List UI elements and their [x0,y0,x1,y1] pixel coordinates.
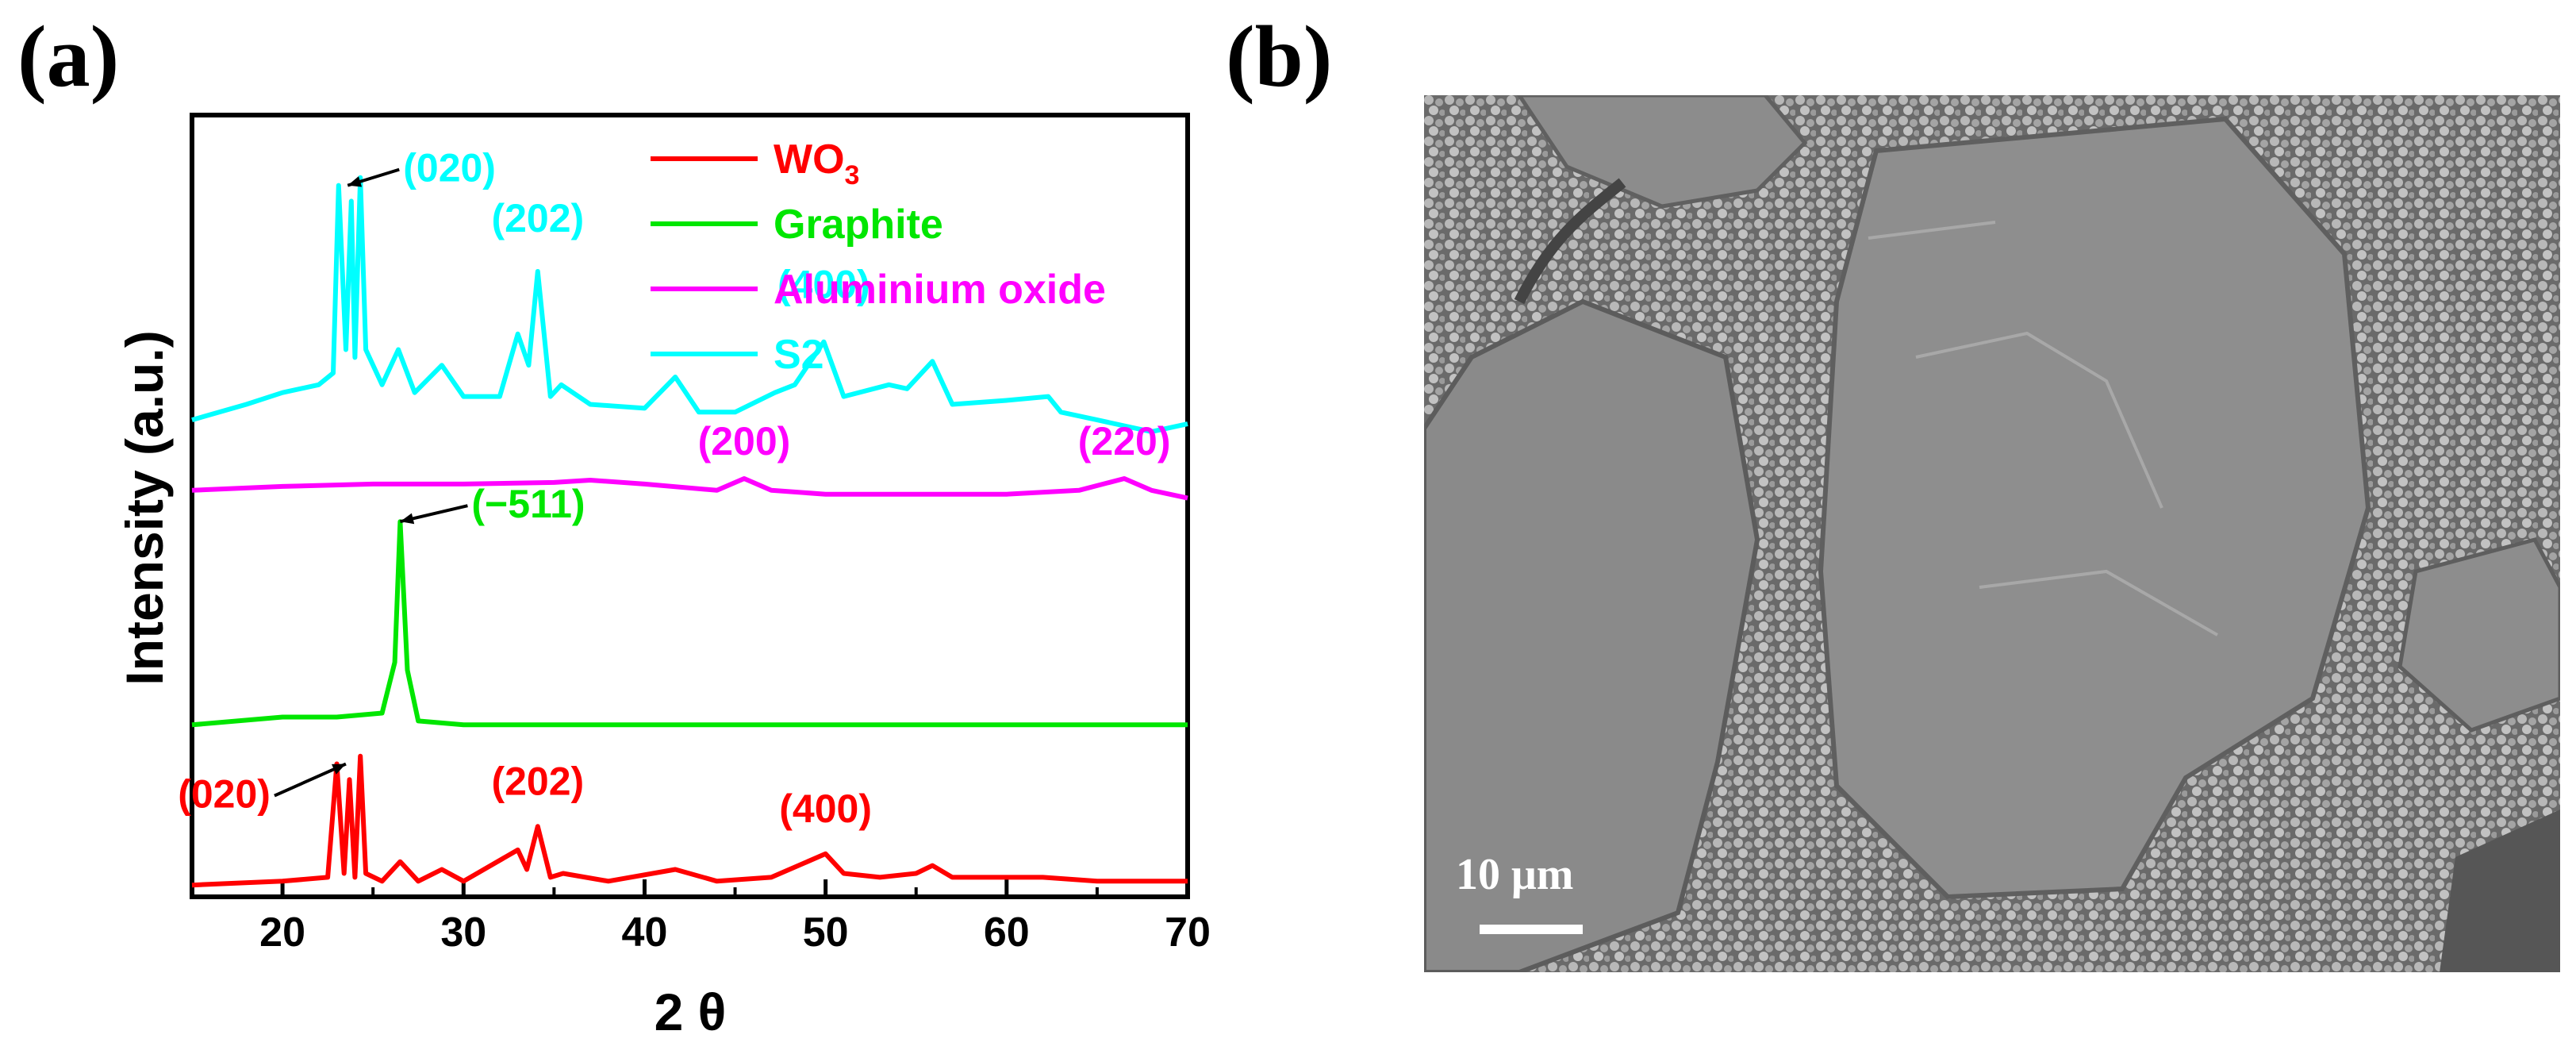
series-line [191,519,1188,728]
x-tick-label: 50 [803,910,849,956]
legend: WO3 Graphite Aluminium oxide S2 [651,137,1106,378]
x-tick-label: 40 [622,910,668,956]
y-axis-label: Intensity (a.u.) [115,330,174,685]
series-layer [191,175,1188,888]
sem-micrograph: 10 μm [1424,95,2560,972]
sem-flake-edge [1868,221,2218,637]
annotation-layer: (020) (202) (400) (200) (220) (−511) (020) (202… [178,146,1170,831]
sem-flake [2397,537,2560,733]
series-line [191,476,1188,501]
peak-annotation: (400) [777,263,870,307]
x-tick-label: 70 [1165,910,1211,956]
peak-annotation: (020) [178,772,271,817]
sem-crack [1514,178,1626,305]
scale-bar-label: 10 μm [1456,850,1574,899]
x-axis: 20 30 40 50 60 70 [190,879,1211,956]
legend-label: WO3 [774,137,859,190]
plot-frame [190,113,1190,899]
annotation-arrowhead [400,513,415,525]
legend-label-subscript: 3 [845,160,860,190]
annotation-arrowhead [332,763,346,775]
legend-label: S2 [774,332,824,378]
sem-flake [1818,116,2371,900]
peak-annotation: (220) [1078,419,1171,463]
legend-label: Graphite [774,202,943,248]
panel-a-label: (a) [17,8,120,105]
sem-flake [2440,810,2560,972]
x-tick-label: 30 [440,910,486,956]
legend-label: Aluminium oxide [774,267,1106,313]
peak-annotation: (400) [779,787,872,831]
series-line [191,175,1188,434]
panel-b-label: (b) [1226,8,1333,105]
annotation-arrowhead [347,176,363,187]
x-tick-label: 60 [984,910,1030,956]
peak-annotation: (−511) [471,482,585,526]
sem-flake [1424,298,1760,972]
peak-annotation: (202) [491,759,584,803]
x-axis-label: 2 θ [655,983,727,1041]
series-line [191,753,1188,888]
xrd-chart: 20 30 40 50 60 70 (020) (202) (400) (200) (220) (−… [115,113,1211,1041]
x-tick-label: 20 [259,910,305,956]
peak-annotation: (202) [491,196,584,240]
peak-annotation: (020) [403,146,496,190]
scale-bar [1480,925,1583,934]
peak-annotation: (200) [698,419,791,463]
sem-flake [1516,95,1808,209]
